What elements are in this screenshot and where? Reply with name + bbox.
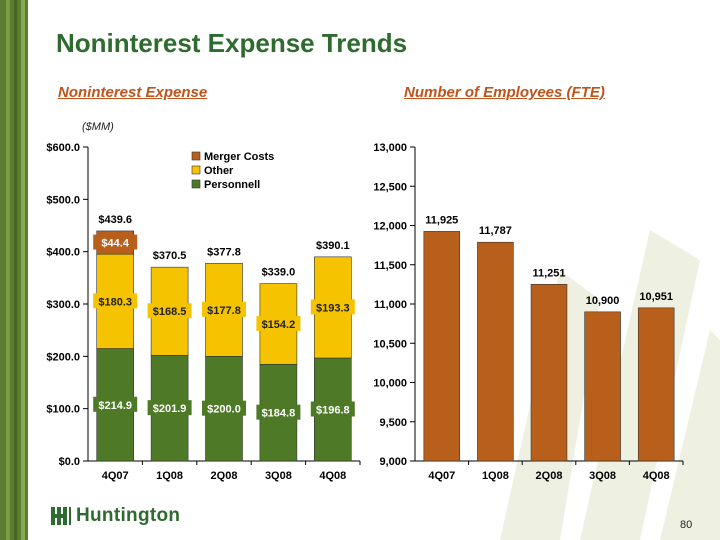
segment-label-bg: [93, 234, 138, 250]
legend-swatch: [191, 165, 201, 175]
chart1-title: Noninterest Expense: [58, 84, 208, 101]
legend-label: Merger Costs: [204, 151, 274, 163]
legend-swatch: [191, 179, 201, 189]
y-tick-label: 9,000: [379, 456, 407, 468]
segment-label: $177.8: [207, 305, 241, 317]
segment-label: $184.8: [262, 408, 296, 420]
segment-label-bg: [310, 401, 355, 417]
segment-label: $44.4: [101, 238, 129, 250]
bar: [584, 311, 621, 462]
segment-label-bg: [310, 299, 355, 315]
bar-total-label: $339.0: [262, 267, 296, 279]
bar-total-label: $370.5: [153, 250, 187, 262]
chart2-title: Number of Employees (FTE): [404, 84, 605, 101]
x-tick-label: 3Q08: [589, 470, 616, 482]
segment-label-bg: [256, 315, 301, 331]
bar-value-label: 11,787: [479, 225, 512, 237]
x-tick-label: 1Q08: [482, 470, 509, 482]
segment-label-bg: [256, 404, 301, 420]
segment-label-bg: [147, 303, 192, 319]
segment-label-bg: [202, 400, 246, 416]
logo-text: Huntington: [76, 505, 181, 526]
chart1-units: ($MM): [82, 121, 114, 133]
segment-label: $201.9: [153, 403, 187, 415]
y-tick-label: 9,500: [379, 417, 407, 429]
segment-label: $193.3: [316, 302, 350, 314]
y-tick-label: $0.0: [59, 456, 80, 468]
bar-value-label: 10,951: [639, 291, 673, 303]
page-number: 80: [680, 519, 693, 531]
y-tick-label: $600.0: [46, 142, 80, 154]
y-tick-label: 12,000: [373, 221, 407, 233]
y-tick-label: 11,000: [374, 299, 407, 311]
y-tick-label: $300.0: [46, 299, 80, 311]
y-tick-label: 10,500: [373, 338, 407, 350]
bar-total-label: $439.6: [98, 214, 132, 226]
x-tick-label: 4Q08: [643, 470, 670, 482]
x-tick-label: 4Q07: [428, 470, 455, 482]
slide-title: Noninterest Expense Trends: [56, 28, 408, 58]
segment-label: $196.8: [316, 405, 350, 417]
bar-total-label: $377.8: [207, 246, 241, 258]
segment-label-bg: [93, 396, 138, 412]
bar-total-label: $390.1: [316, 240, 350, 252]
y-tick-label: $100.0: [46, 404, 80, 416]
bar-value-label: 11,251: [532, 267, 565, 279]
x-tick-label: 2Q08: [536, 470, 563, 482]
segment-label: $200.0: [207, 404, 241, 416]
segment-label: $180.3: [98, 296, 132, 308]
segment-label: $154.2: [262, 319, 296, 331]
huntington-logo-icon: [51, 507, 71, 525]
y-tick-label: 13,000: [373, 142, 407, 154]
segment-label: $168.5: [153, 306, 187, 318]
bar-value-label: 10,900: [586, 295, 620, 307]
bar-value-label: 11,925: [425, 214, 458, 226]
y-tick-label: $400.0: [46, 247, 80, 259]
x-tick-label: 1Q08: [156, 470, 183, 482]
y-tick-label: $200.0: [46, 351, 80, 363]
segment-label-bg: [202, 301, 246, 317]
legend-swatch: [191, 151, 201, 161]
y-tick-label: 10,000: [373, 378, 407, 390]
x-tick-label: 2Q08: [211, 470, 238, 482]
legend-label: Other: [204, 165, 234, 177]
x-tick-label: 4Q08: [319, 470, 346, 482]
x-tick-label: 3Q08: [265, 470, 292, 482]
y-tick-label: 11,500: [374, 260, 407, 272]
bar: [423, 231, 461, 462]
y-tick-label: $500.0: [46, 194, 80, 206]
bar: [530, 283, 568, 462]
bar: [477, 241, 514, 462]
segment-label-bg: [93, 293, 138, 309]
bar: [637, 307, 675, 462]
huntington-logo: Huntington: [50, 505, 180, 527]
segment-label: $214.9: [98, 400, 132, 412]
left-stripe-decoration: [0, 0, 28, 540]
y-tick-label: 12,500: [373, 181, 407, 193]
legend-label: Personnell: [204, 179, 260, 191]
segment-label-bg: [147, 400, 192, 416]
x-tick-label: 4Q07: [102, 470, 129, 482]
